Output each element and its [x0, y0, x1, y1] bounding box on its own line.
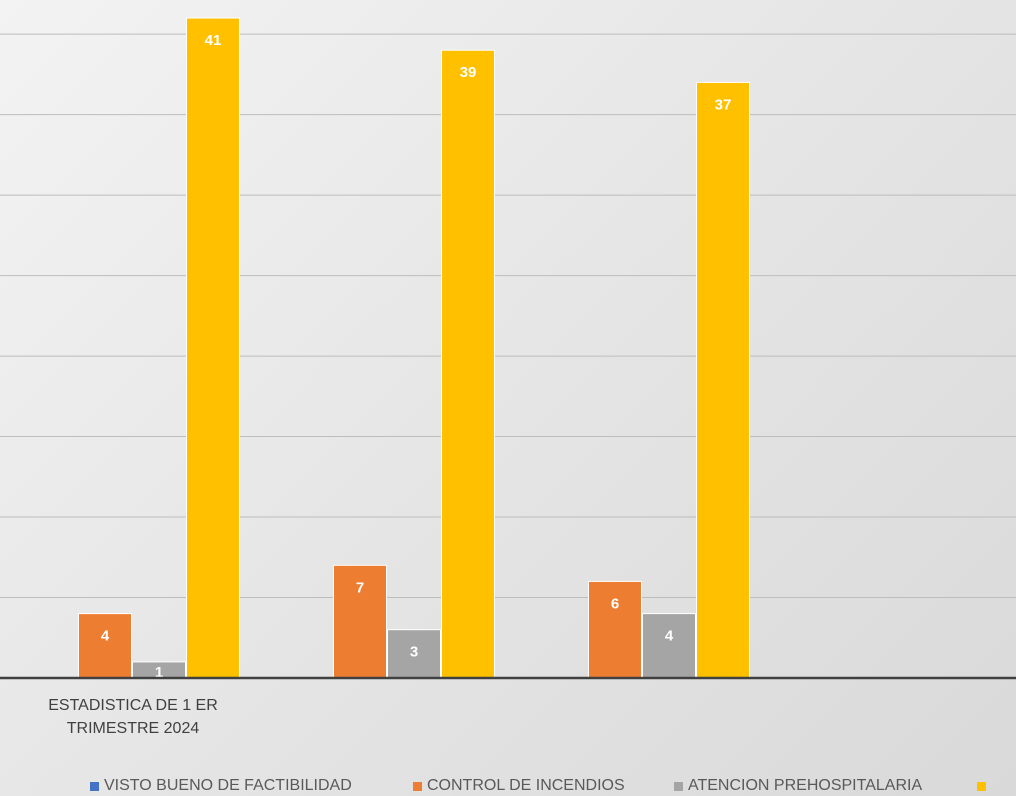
data-label: 41	[205, 32, 222, 49]
legend: VISTO BUENO DE FACTIBILIDAD CONTROL DE I…	[0, 776, 1016, 796]
bar	[387, 629, 441, 679]
data-label: 4	[101, 628, 110, 645]
legend-label: ATENCION PREHOSPITALARIA	[688, 777, 923, 794]
data-label: 7	[356, 579, 364, 596]
legend-swatch-orange	[413, 781, 422, 791]
bar	[696, 81, 750, 679]
legend-swatch-yellow	[977, 781, 986, 791]
data-label: 39	[460, 64, 477, 81]
legend-item-series-4	[977, 776, 991, 796]
data-label: 3	[410, 644, 418, 661]
bars: 4 7 6 1 3 4 41 39 37	[78, 17, 750, 681]
bar	[186, 17, 240, 679]
bar	[588, 580, 642, 679]
data-label: 6	[611, 595, 619, 612]
bar	[642, 613, 696, 679]
legend-label: CONTROL DE INCENDIOS	[427, 777, 625, 794]
data-label: 37	[715, 96, 732, 113]
data-label: 1	[155, 664, 163, 681]
legend-swatch-blue	[90, 781, 99, 791]
legend-item-control-incendios: CONTROL DE INCENDIOS	[413, 776, 625, 796]
legend-label: VISTO BUENO DE FACTIBILIDAD	[104, 777, 352, 794]
bar	[333, 564, 387, 679]
bar	[78, 613, 132, 679]
data-label: 4	[665, 628, 674, 645]
legend-swatch-gray	[674, 781, 683, 791]
bar	[441, 49, 495, 679]
category-label: ESTADISTICA DE 1 ER TRIMESTRE 2024	[48, 697, 218, 737]
legend-item-atencion: ATENCION PREHOSPITALARIA	[674, 776, 922, 796]
gridlines	[0, 33, 1016, 599]
legend-item-visto-bueno: VISTO BUENO DE FACTIBILIDAD	[90, 776, 352, 796]
